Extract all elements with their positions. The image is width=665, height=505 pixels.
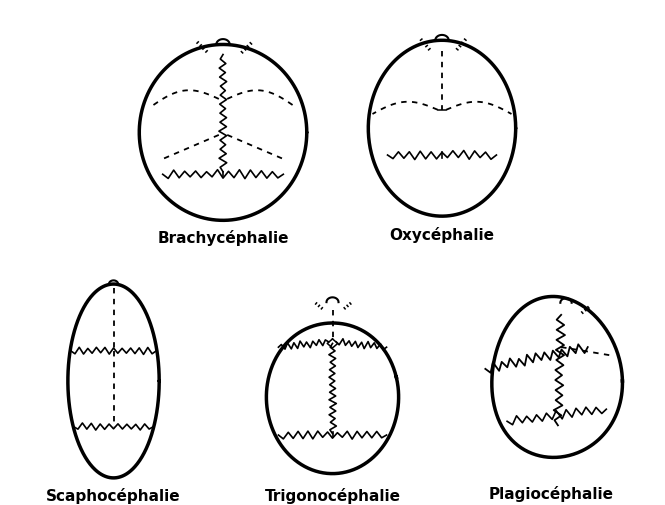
Text: Oxycéphalie: Oxycéphalie (390, 227, 495, 243)
Text: Brachycéphalie: Brachycéphalie (157, 230, 289, 246)
Text: Scaphocéphalie: Scaphocéphalie (46, 488, 181, 504)
Text: Trigonocéphalie: Trigonocéphalie (265, 488, 400, 503)
Text: Plagiocéphalie: Plagiocéphalie (489, 486, 614, 502)
